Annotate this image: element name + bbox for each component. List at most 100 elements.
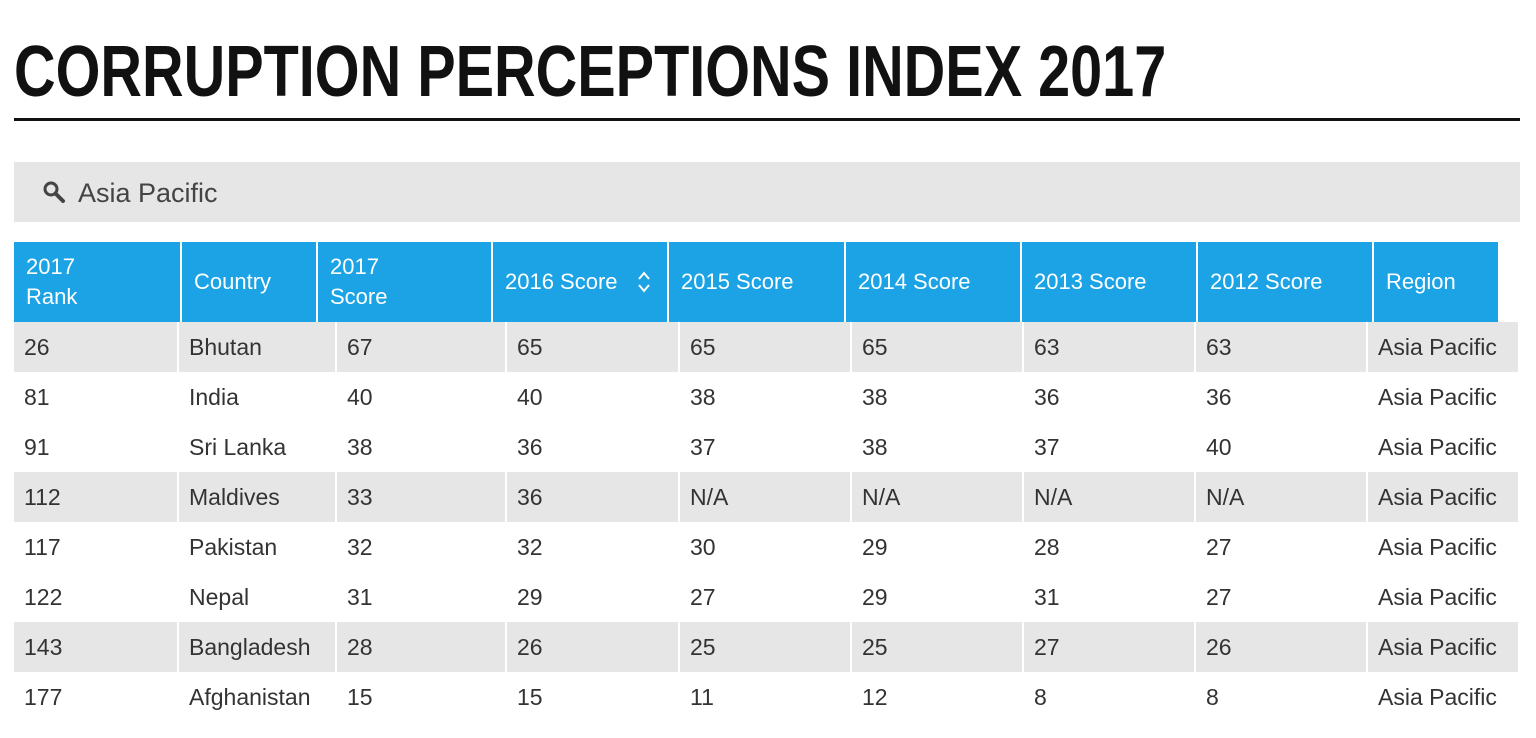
table-cell: 63: [1034, 334, 1060, 360]
table-cell: 26: [1206, 634, 1232, 660]
search-bar[interactable]: Asia Pacific: [14, 162, 1520, 222]
table-cell: Bhutan: [189, 334, 262, 360]
table-cell: 38: [862, 384, 888, 410]
table-cell: 91: [24, 434, 50, 460]
column-header-label: Country: [194, 269, 272, 294]
table-row: 26 Bhutan 67 65 65 65 63 63 Asia Pacific: [14, 322, 1518, 372]
table-cell: Asia Pacific: [1378, 634, 1497, 660]
table-cell: 37: [1034, 434, 1060, 460]
table-cell: Sri Lanka: [189, 434, 287, 460]
column-header[interactable]: 2015 Score: [669, 242, 844, 322]
table-row: 122 Nepal 31 29 27 29 31 27 Asia Pacific: [14, 572, 1518, 622]
table-cell: N/A: [1206, 484, 1245, 510]
column-divider: [678, 322, 680, 722]
column-header[interactable]: 2014 Score: [846, 242, 1020, 322]
table-cell: 38: [690, 384, 716, 410]
table-cell: 27: [690, 584, 716, 610]
table-row: 177 Afghanistan 15 15 11 12 8 8 Asia Pacific: [14, 672, 1518, 722]
table-cell: 15: [347, 684, 373, 710]
table-cell: 38: [347, 434, 373, 460]
table-cell: 40: [347, 384, 373, 410]
table-cell: 8: [1206, 684, 1219, 710]
column-header[interactable]: 2013 Score: [1022, 242, 1196, 322]
table-row: 81 India 40 40 38 38 36 36 Asia Pacific: [14, 372, 1518, 422]
table-cell: N/A: [1034, 484, 1073, 510]
table-cell: 28: [347, 634, 373, 660]
column-header-label: 2014 Score: [858, 269, 971, 294]
table-cell: 63: [1206, 334, 1232, 360]
column-header-label: 2013 Score: [1034, 269, 1147, 294]
table-cell: 36: [1034, 384, 1060, 410]
table-cell: Nepal: [189, 584, 250, 610]
column-header[interactable]: 2016 Score: [493, 242, 667, 322]
table-cell: 12: [862, 684, 888, 710]
sort-icon[interactable]: [637, 269, 651, 295]
column-header[interactable]: Region: [1374, 242, 1498, 322]
table-row: 143 Bangladesh 28 26 25 25 27 26 Asia Pacific: [14, 622, 1518, 672]
table-cell: Asia Pacific: [1378, 684, 1497, 710]
column-header[interactable]: 2017 Score: [318, 242, 491, 322]
table-cell: 31: [1034, 584, 1060, 610]
table-cell: 29: [862, 584, 888, 610]
table-cell: Asia Pacific: [1378, 334, 1497, 360]
table-cell: 65: [517, 334, 543, 360]
column-header[interactable]: 2012 Score: [1198, 242, 1372, 322]
table-cell: 65: [690, 334, 716, 360]
table-cell: 40: [517, 384, 543, 410]
title-divider: [14, 118, 1520, 121]
column-divider: [177, 322, 179, 722]
table-cell: 25: [862, 634, 888, 660]
table-cell: India: [189, 384, 239, 410]
table-cell: 36: [517, 434, 543, 460]
column-header-label: 2017 Score: [330, 254, 388, 309]
table-cell: 67: [347, 334, 373, 360]
column-divider: [1022, 322, 1024, 722]
column-header[interactable]: 2017 Rank: [14, 242, 180, 322]
table-cell: N/A: [862, 484, 901, 510]
column-divider: [505, 322, 507, 722]
table-cell: 81: [24, 384, 50, 410]
search-icon: [43, 181, 65, 203]
table-cell: 27: [1206, 584, 1232, 610]
table-cell: 117: [24, 534, 61, 560]
column-divider: [335, 322, 337, 722]
table-row: 112 Maldives 33 36 N/A N/A N/A N/A Asia Pacific: [14, 472, 1518, 522]
table-row: 117 Pakistan 32 32 30 29 28 27 Asia Pacific: [14, 522, 1518, 572]
table-cell: 27: [1206, 534, 1232, 560]
table-cell: 26: [24, 334, 50, 360]
table-cell: 11: [690, 684, 714, 710]
table-row: 91 Sri Lanka 38 36 37 38 37 40 Asia Pacific: [14, 422, 1518, 472]
table-cell: 27: [1034, 634, 1060, 660]
table-cell: 112: [24, 484, 61, 510]
table-cell: 15: [517, 684, 543, 710]
table-cell: 29: [862, 534, 888, 560]
table-cell: 33: [347, 484, 373, 510]
column-header[interactable]: Country: [182, 242, 316, 322]
table-cell: 65: [862, 334, 888, 360]
table-cell: N/A: [690, 484, 729, 510]
column-header-label: 2012 Score: [1210, 269, 1323, 294]
table-cell: 36: [1206, 384, 1232, 410]
table-cell: 32: [517, 534, 543, 560]
table-cell: Asia Pacific: [1378, 584, 1497, 610]
table-cell: 8: [1034, 684, 1047, 710]
table-cell: 28: [1034, 534, 1060, 560]
table-cell: 26: [517, 634, 543, 660]
table-cell: 36: [517, 484, 543, 510]
table-cell: 38: [862, 434, 888, 460]
table-cell: 25: [690, 634, 716, 660]
column-divider: [850, 322, 852, 722]
table-cell: 40: [1206, 434, 1232, 460]
table-cell: 29: [517, 584, 543, 610]
table-cell: 30: [690, 534, 716, 560]
table-cell: Maldives: [189, 484, 280, 510]
table-cell: 37: [690, 434, 716, 460]
page-title: CORRUPTION PERCEPTIONS INDEX 2017: [14, 32, 1167, 112]
table-cell: 31: [347, 584, 373, 610]
table-cell: Asia Pacific: [1378, 434, 1497, 460]
column-header-label: 2016 Score: [505, 269, 618, 294]
column-header-label: 2015 Score: [681, 269, 794, 294]
table-cell: 122: [24, 584, 63, 610]
search-input[interactable]: Asia Pacific: [78, 178, 218, 208]
column-header-label: Region: [1386, 269, 1456, 294]
